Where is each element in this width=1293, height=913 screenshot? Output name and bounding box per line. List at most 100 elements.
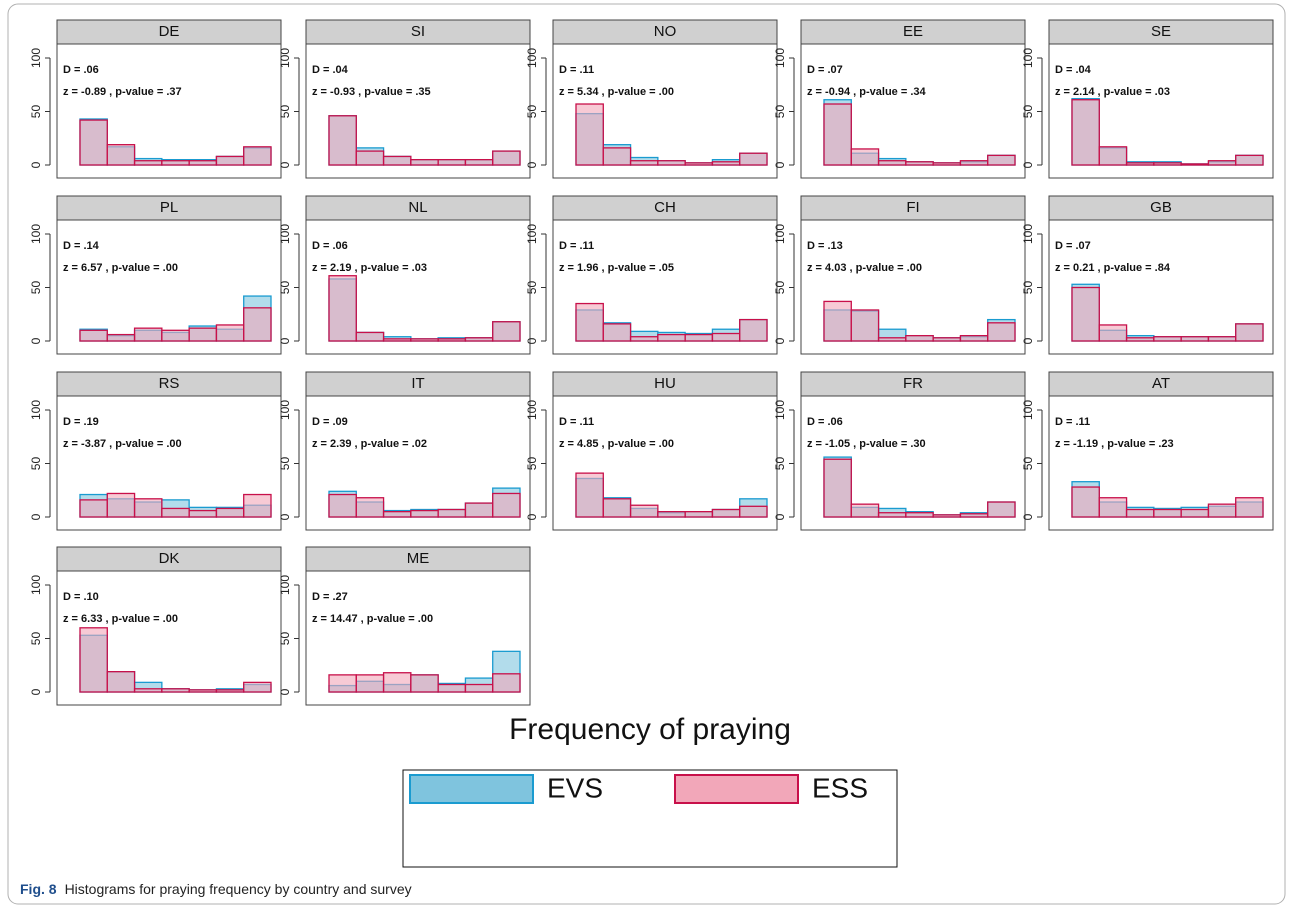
annotation: z = 2.19 , p-value = .03 [312, 262, 427, 274]
annotation: z = 5.34 , p-value = .00 [559, 86, 674, 98]
bar [1180, 336, 1210, 342]
bar [932, 514, 962, 518]
bar [215, 324, 245, 342]
panel-strip [1048, 19, 1274, 45]
bar [877, 337, 907, 342]
panel-strip [552, 371, 778, 397]
annotation: z = 6.57 , p-value = .00 [63, 262, 178, 274]
bar [987, 154, 1016, 166]
bar [905, 334, 934, 342]
y-tick-label: 50 [278, 281, 292, 295]
bar [382, 338, 412, 342]
bar [629, 336, 659, 342]
y-tick-label: 50 [278, 457, 292, 471]
annotation: D = .11 [559, 240, 594, 252]
annotation: z = -1.05 , p-value = .30 [807, 438, 926, 450]
legend-swatch [409, 774, 534, 804]
y-tick-label: 100 [1021, 400, 1035, 420]
annotation: D = .19 [63, 416, 99, 428]
y-tick-label: 0 [29, 688, 43, 695]
bar [987, 322, 1016, 342]
legend-label: ESS [812, 772, 868, 803]
bar [1207, 336, 1237, 342]
bar [188, 327, 218, 342]
panel-strip [56, 371, 282, 397]
bar [161, 160, 190, 166]
bar [215, 689, 245, 693]
annotation: D = .11 [559, 416, 594, 428]
bar [1098, 146, 1128, 166]
bar [382, 672, 412, 693]
y-tick-label: 0 [278, 688, 292, 695]
panel-title: NO [654, 23, 677, 40]
bar [464, 683, 494, 693]
panel-title: NL [408, 199, 427, 216]
bar [437, 338, 467, 342]
annotation: D = .27 [312, 591, 348, 603]
y-tick-label: 50 [29, 632, 43, 646]
bar [382, 510, 412, 518]
legend-box [402, 769, 898, 868]
annotation: D = .14 [63, 240, 100, 252]
bar [133, 327, 163, 342]
annotation: D = .06 [807, 416, 843, 428]
bar [850, 309, 880, 342]
bar [437, 508, 467, 518]
bar [987, 501, 1016, 518]
bar [657, 160, 686, 166]
bar [79, 329, 108, 342]
bar [79, 499, 108, 518]
bar [464, 337, 494, 342]
bar [133, 160, 163, 166]
bar [739, 505, 768, 518]
y-tick-label: 50 [1021, 281, 1035, 295]
bar [410, 509, 439, 518]
annotation: z = -1.19 , p-value = .23 [1055, 438, 1174, 450]
bar [1180, 508, 1210, 518]
y-tick-label: 0 [29, 161, 43, 168]
y-tick-label: 100 [1021, 224, 1035, 244]
bar [410, 158, 439, 166]
bar [850, 503, 880, 518]
bar [602, 147, 632, 166]
y-tick-label: 0 [1021, 337, 1035, 344]
bar [492, 492, 521, 518]
annotation: D = .11 [559, 64, 594, 76]
bar [106, 492, 136, 518]
bar [850, 148, 880, 166]
y-tick-label: 0 [278, 161, 292, 168]
bar [1071, 486, 1100, 518]
bar [1125, 337, 1155, 342]
annotation: D = .04 [312, 64, 349, 76]
caption-text: Histograms for praying frequency by coun… [65, 881, 412, 897]
bar [823, 458, 852, 518]
bar [1153, 162, 1182, 166]
panel-title: EE [903, 23, 923, 40]
bar [823, 300, 852, 342]
bar [959, 334, 989, 342]
bar [437, 683, 467, 693]
annotation: z = 14.47 , p-value = .00 [312, 613, 433, 625]
bar [739, 318, 768, 342]
bar [959, 160, 989, 166]
bar [410, 338, 439, 342]
bar [106, 144, 136, 166]
panel-title: RS [159, 375, 180, 392]
bar [602, 323, 632, 342]
y-tick-label: 50 [525, 281, 539, 295]
bar [575, 103, 604, 166]
bar [684, 162, 714, 166]
y-tick-label: 50 [278, 105, 292, 119]
y-tick-label: 100 [29, 224, 43, 244]
y-tick-label: 100 [773, 224, 787, 244]
y-tick-label: 100 [29, 575, 43, 595]
bar [1098, 324, 1128, 342]
panel-title: DE [159, 23, 180, 40]
bar [188, 160, 218, 166]
bar [959, 513, 989, 518]
panel-strip [56, 546, 282, 572]
panel-strip [1048, 371, 1274, 397]
bar [355, 150, 385, 166]
y-tick-label: 50 [525, 105, 539, 119]
y-tick-label: 50 [1021, 105, 1035, 119]
